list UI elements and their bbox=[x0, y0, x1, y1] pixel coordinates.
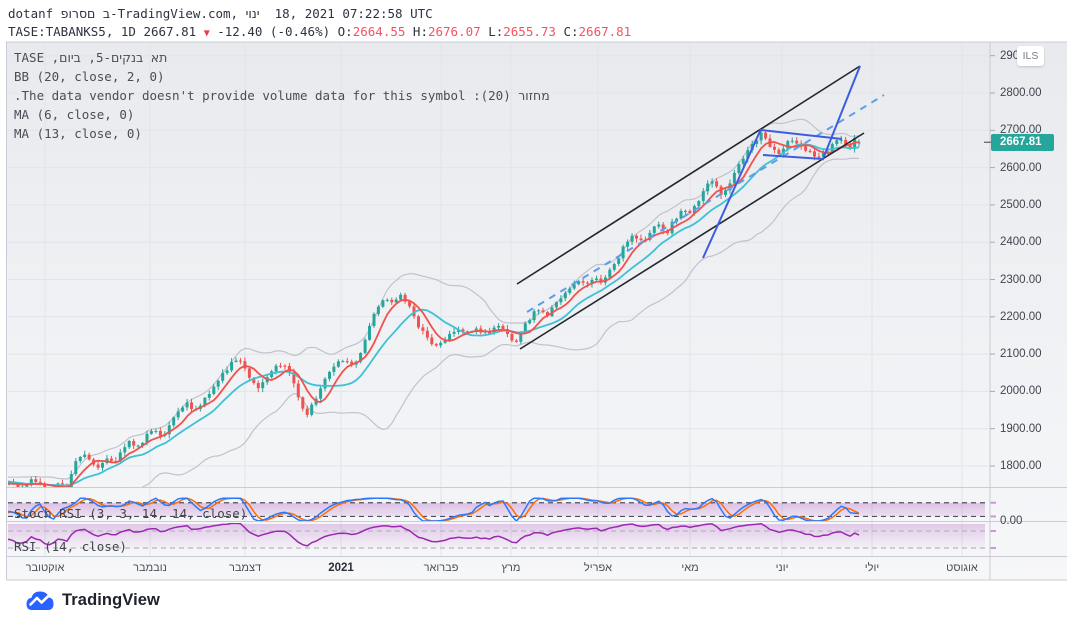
time-tick-label: 2021 bbox=[328, 562, 354, 574]
time-tick-label: יוני bbox=[775, 562, 789, 574]
channel-lower-trendline bbox=[519, 132, 865, 350]
price-tick-label: 2000.00 bbox=[1000, 385, 1042, 398]
published-info-line: dotanf פורסם ב-TradingView.com, יוני 18,… bbox=[8, 6, 433, 21]
symbol-info-line: TASE:TABANKS5, 1D 2667.81 ▼ -12.40 (-0.4… bbox=[8, 24, 631, 39]
price-tick-label: 2200.00 bbox=[1000, 310, 1042, 323]
price-tick-label: 1900.00 bbox=[1000, 422, 1042, 435]
close-value: 2667.81 bbox=[578, 24, 632, 39]
price-tick-label: 1800.00 bbox=[1000, 460, 1042, 472]
time-tick-label: יולי bbox=[864, 562, 880, 574]
tradingview-brand-text: TradingView bbox=[62, 590, 160, 609]
time-tick-label: דצמבר bbox=[228, 562, 262, 574]
price-change: -12.40 (-0.46%) bbox=[209, 24, 338, 39]
time-tick-label: מרץ bbox=[501, 562, 521, 574]
price-tick-label: 2600.00 bbox=[1000, 161, 1042, 174]
time-tick-label: מאי bbox=[681, 562, 699, 574]
grid-lines bbox=[8, 43, 989, 556]
legend-bollinger-bands: BB (20, close, 2, 0) bbox=[14, 69, 165, 84]
price-tick-label: 2800.00 bbox=[1000, 87, 1042, 99]
low-value: 2655.73 bbox=[503, 24, 556, 39]
open-label: O: bbox=[337, 24, 353, 39]
main-pane-series bbox=[8, 118, 861, 487]
currency-badge: ILS bbox=[1017, 46, 1044, 66]
high-value: 2676.07 bbox=[427, 24, 481, 39]
price-tick-label: 2100.00 bbox=[1000, 348, 1042, 361]
high-label: H: bbox=[405, 24, 428, 39]
bollinger-bands bbox=[8, 118, 860, 487]
bb-upper-line bbox=[8, 118, 860, 480]
stoch-zero-label: 0.00 bbox=[1000, 515, 1023, 527]
tradingview-cloud-icon bbox=[26, 591, 54, 610]
channel-upper-trendline bbox=[516, 65, 861, 285]
legend-ma13: MA (13, close, 0) bbox=[14, 126, 142, 141]
last-price: 2667.81 bbox=[143, 24, 204, 39]
time-tick-label: נובמבר bbox=[133, 562, 167, 574]
tradingview-logo-link[interactable]: TradingView bbox=[25, 588, 160, 612]
time-tick-label: אוקטובר bbox=[25, 562, 65, 574]
channel-mid-dashed-trendline bbox=[526, 94, 885, 313]
price-tick-label: 2500.00 bbox=[1000, 198, 1042, 211]
symbol-and-timeframe: TASE:TABANKS5, 1D bbox=[8, 24, 144, 39]
ma13-line bbox=[8, 143, 860, 487]
stoch-rsi-pane-series bbox=[8, 497, 860, 521]
bull-flag-line bbox=[760, 129, 843, 140]
low-label: L: bbox=[480, 24, 504, 39]
price-tick-label: 2700.00 bbox=[1000, 124, 1042, 137]
close-label: C: bbox=[555, 24, 579, 39]
last-price-badge: 2667.81 bbox=[991, 134, 1054, 151]
chart-legend: תא בנקים-5, ביום, TASE BB (20, close, 2,… bbox=[14, 48, 550, 143]
pane-frame bbox=[6, 41, 1067, 581]
time-tick-label: פברואר bbox=[423, 562, 459, 574]
bull-flag-line bbox=[702, 128, 762, 259]
trend-drawings[interactable] bbox=[516, 65, 885, 350]
rsi-line bbox=[8, 523, 860, 547]
price-tick-label: 2300.00 bbox=[1000, 273, 1042, 286]
bull-flag-line bbox=[762, 154, 824, 160]
price-tick-label: 2400.00 bbox=[1000, 236, 1042, 249]
ma6-line bbox=[8, 141, 860, 487]
rsi-pane-label: RSI (14, close) bbox=[14, 539, 127, 554]
bb-lower-line bbox=[10, 157, 859, 487]
legend-symbol-title: תא בנקים-5, ביום, TASE bbox=[14, 50, 168, 65]
bull-flag-line bbox=[822, 65, 861, 160]
rsi-pane-series bbox=[8, 523, 860, 547]
stoch-k-line bbox=[8, 497, 860, 521]
time-tick-label: אפריל bbox=[583, 562, 613, 574]
down-arrow-icon: ▼ bbox=[203, 28, 210, 39]
open-value: 2664.55 bbox=[352, 24, 406, 39]
time-tick-label: אוגוסט bbox=[946, 562, 978, 574]
legend-volume-warning: מחזור (20): The data vendor doesn't prov… bbox=[14, 88, 550, 103]
legend-ma6: MA (6, close, 0) bbox=[14, 107, 135, 122]
stoch-rsi-pane-label: Stoch RSI (3, 3, 14, 14, close) bbox=[14, 506, 248, 521]
chart-canvas[interactable] bbox=[6, 42, 1067, 580]
